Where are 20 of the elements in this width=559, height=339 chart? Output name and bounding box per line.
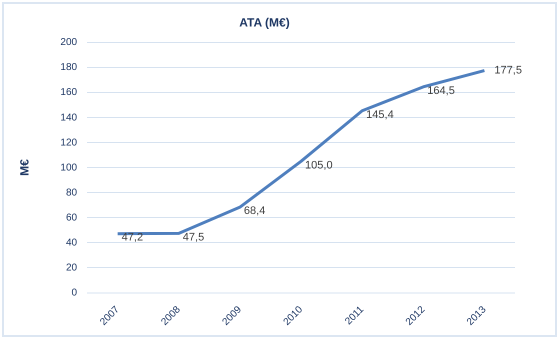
y-tick-label: 0 <box>72 288 78 299</box>
y-tick-label: 140 <box>60 112 78 124</box>
y-tick-label: 40 <box>66 237 78 248</box>
data-label: 47,2 <box>122 232 144 244</box>
y-tick-label: 120 <box>60 137 78 148</box>
y-tick-label: 80 <box>66 187 78 198</box>
y-axis-title: M€ <box>18 158 32 176</box>
data-label: 105,0 <box>305 159 333 172</box>
y-tick-label: 180 <box>60 62 78 74</box>
data-label: 145,4 <box>366 108 394 121</box>
y-tick-label: 60 <box>66 212 78 224</box>
y-tick-label: 20 <box>66 262 78 274</box>
y-tick-label: 160 <box>60 87 78 98</box>
data-label: 177,5 <box>494 64 522 77</box>
chart-title: ATA (M€) <box>239 16 290 30</box>
data-label: 47,5 <box>182 231 204 244</box>
y-tick-label: 100 <box>60 162 78 174</box>
data-label: 68,4 <box>244 205 266 218</box>
data-label: 164,5 <box>427 84 455 97</box>
y-tick-label: 200 <box>60 37 78 48</box>
